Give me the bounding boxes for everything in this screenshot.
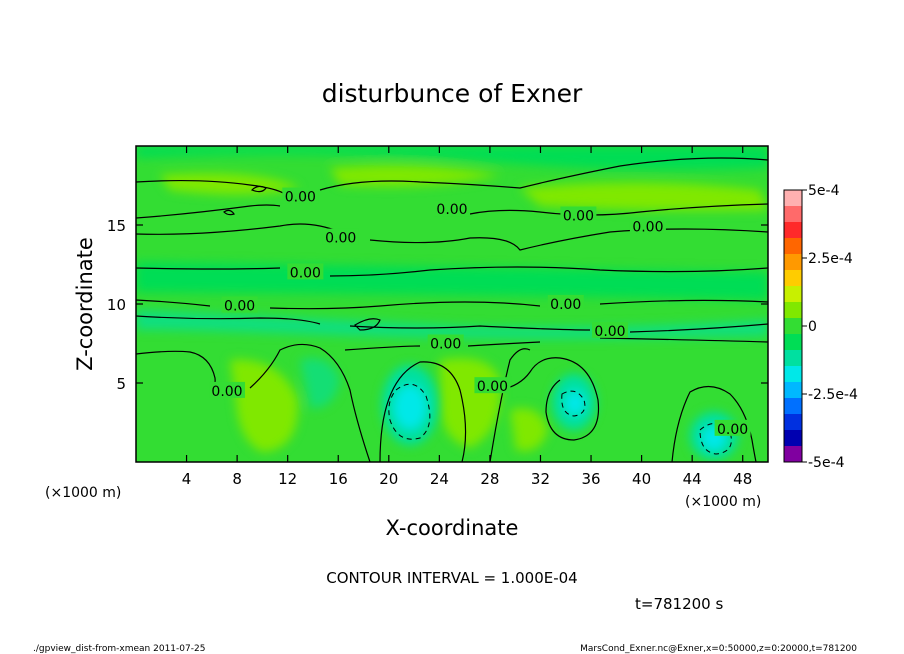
contour-label: 0.00 — [550, 297, 581, 313]
plot-area: 0.00 0.00 0.00 0.00 0.00 0.00 0.00 0.00 0.00 0.00… — [136, 146, 768, 462]
x-unit-right: (×1000 m) — [685, 494, 761, 510]
colorbar-swatch — [784, 430, 802, 447]
field-patch — [510, 408, 548, 452]
x-tick-label: 20 — [379, 470, 398, 488]
colorbar-swatch — [784, 382, 802, 399]
contour-label-bg — [547, 295, 584, 311]
contour-label: 0.00 — [325, 231, 356, 247]
colorbar-swatch — [784, 398, 802, 415]
contour-interval-text: CONTOUR INTERVAL = 1.000E-04 — [326, 569, 577, 587]
colorbar-tick-label: 0 — [808, 319, 817, 335]
contour-label: 0.00 — [594, 324, 625, 340]
contour-label-bg — [474, 377, 511, 394]
x-unit-left: (×1000 m) — [45, 485, 121, 501]
y-axis: 5 10 15 — [107, 217, 768, 393]
colorbar-swatch — [784, 334, 802, 351]
x-tick-label: 16 — [329, 470, 348, 488]
field-patch — [520, 182, 768, 211]
x-axis: 4 8 12 16 20 24 28 32 36 40 44 48 — [182, 146, 752, 488]
contour-label-bg — [209, 381, 246, 398]
contour-label-bg — [434, 200, 470, 217]
contour-label: 0.00 — [224, 299, 255, 315]
x-tick-label: 28 — [480, 470, 499, 488]
contour-label: 0.00 — [211, 384, 242, 400]
chart-title: disturbunce of Exner — [322, 79, 583, 108]
x-tick-label: 40 — [632, 470, 651, 488]
contour-label: 0.00 — [430, 337, 461, 353]
x-tick-label: 4 — [182, 470, 192, 488]
field-band-top — [136, 146, 768, 170]
y-tick-label: 5 — [116, 375, 126, 393]
colorbar: 5e-4 2.5e-4 0 -2.5e-4 -5e-4 — [783, 183, 858, 471]
x-tick-label: 44 — [683, 470, 702, 488]
colorbar-swatch — [784, 414, 802, 431]
contour-label-bg — [714, 419, 751, 436]
contour-label-bg — [322, 228, 359, 245]
contour-label: 0.00 — [477, 379, 508, 395]
y-tick-label: 10 — [107, 296, 126, 314]
colorbar-swatch — [784, 238, 802, 255]
x-tick-label: 24 — [430, 470, 449, 488]
field-patch — [230, 359, 299, 452]
time-text: t=781200 s — [635, 595, 723, 613]
x-tick-label: 32 — [531, 470, 550, 488]
x-tick-label: 8 — [232, 470, 242, 488]
y-axis-label: Z-coordinate — [73, 237, 97, 371]
contour-label-bg — [629, 217, 666, 234]
colorbar-swatch — [784, 190, 802, 207]
contour-label: 0.00 — [563, 209, 594, 225]
colorbar-swatch — [784, 446, 802, 463]
colorbar-swatch — [784, 318, 802, 335]
contour-label: 0.00 — [285, 190, 316, 206]
x-tick-label: 36 — [581, 470, 600, 488]
contour-label-bg — [287, 263, 324, 280]
colorbar-swatch — [784, 254, 802, 271]
contour-label-layer: 0.00 0.00 0.00 0.00 0.00 0.00 0.00 0.00 0.00 0.00… — [209, 187, 751, 438]
colorbar-tick-label: -5e-4 — [808, 455, 845, 471]
colorbar-swatch — [784, 222, 802, 239]
negative-contours — [388, 383, 732, 455]
contour-label-bg — [282, 187, 319, 204]
colorbar-tick-label: 5e-4 — [808, 183, 840, 199]
colorbar-tick-label: 2.5e-4 — [808, 251, 853, 267]
contour-label: 0.00 — [436, 202, 467, 218]
colorbar-tick-label: -2.5e-4 — [808, 387, 858, 403]
colorbar-swatch — [784, 270, 802, 287]
colorbar-swatch — [784, 206, 802, 223]
x-tick-label: 48 — [733, 470, 752, 488]
y-tick-label: 15 — [107, 217, 126, 235]
colorbar-swatch — [784, 302, 802, 319]
x-tick-label: 12 — [278, 470, 297, 488]
contour-label: 0.00 — [717, 422, 748, 438]
contour-label: 0.00 — [290, 265, 321, 281]
contour-label: 0.00 — [632, 220, 663, 236]
contour-label-bg — [592, 321, 628, 338]
contour-label-bg — [427, 334, 464, 351]
footer-right: MarsCond_Exner.nc@Exner,x=0:50000,z=0:20… — [580, 644, 857, 654]
contour-label-bg — [560, 206, 597, 223]
colorbar-swatch — [784, 366, 802, 383]
contour-lines — [136, 157, 768, 462]
x-axis-label: X-coordinate — [386, 516, 519, 540]
field-patch — [300, 358, 340, 409]
colorbar-swatch — [784, 286, 802, 303]
footer-left: ./gpview_dist-from-xmean 2011-07-25 — [33, 644, 205, 654]
colorbar-swatch — [784, 350, 802, 367]
contour-label-bg — [221, 296, 258, 313]
